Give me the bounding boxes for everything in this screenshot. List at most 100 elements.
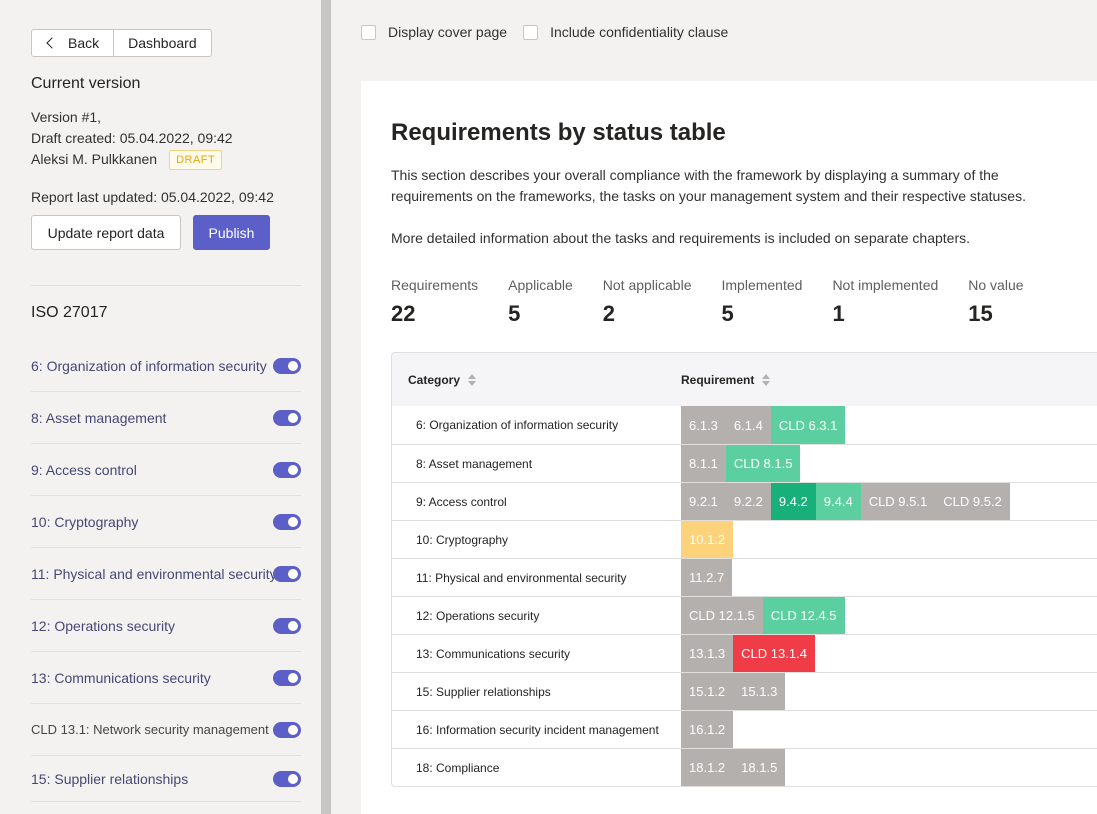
category-toggle-label: 10: Cryptography	[31, 513, 139, 530]
category-toggle-item[interactable]: 12: Operations security	[31, 600, 301, 652]
table-row: 16: Information security incident manage…	[392, 710, 1097, 748]
stat-label: Requirements	[391, 277, 479, 293]
stat-label: Not implemented	[832, 277, 939, 293]
category-toggle-label: 9: Access control	[31, 461, 137, 478]
requirement-column-header[interactable]: Requirement	[681, 372, 771, 387]
requirement-chip[interactable]: 15.1.3	[733, 673, 786, 710]
framework-title: ISO 27017	[31, 304, 108, 321]
category-toggle-switch[interactable]	[273, 357, 301, 374]
table-row: 10: Cryptography 10.1.2	[392, 520, 1097, 558]
category-cell: 15: Supplier relationships	[416, 684, 551, 699]
publish-button[interactable]: Publish	[193, 215, 270, 250]
requirement-cell: 15.1.2 15.1.3	[681, 673, 786, 710]
confidentiality-checkbox[interactable]: Include confidentiality clause	[523, 24, 728, 40]
requirement-cell: 8.1.1 CLD 8.1.5	[681, 445, 801, 482]
stat-label: Implemented	[721, 277, 803, 293]
requirement-cell: 6.1.3 6.1.4 CLD 6.3.1	[681, 406, 846, 444]
requirement-chip[interactable]: 10.1.2	[681, 521, 734, 558]
checkbox-box[interactable]	[523, 24, 539, 40]
category-toggle-item[interactable]: 13: Communications security	[31, 652, 301, 704]
category-toggle-item[interactable]: 8: Asset management	[31, 392, 301, 444]
draft-created-line: Draft created: 05.04.2022, 09:42	[31, 130, 233, 146]
category-cell: 12: Operations security	[416, 608, 540, 623]
requirement-chip[interactable]: 18.1.5	[733, 749, 786, 786]
category-toggle-label: 13: Communications security	[31, 669, 211, 686]
section-title: Requirements by status table	[391, 119, 726, 146]
main-content: Display cover page Include confidentiali…	[331, 0, 1097, 814]
table-row: 15: Supplier relationships 15.1.2 15.1.3	[392, 672, 1097, 710]
requirement-chip[interactable]: 9.4.4	[815, 483, 861, 520]
stat-item: Implemented 5	[722, 277, 803, 327]
category-toggle-switch[interactable]	[273, 409, 301, 426]
category-column-header[interactable]: Category	[392, 373, 681, 387]
category-toggle-item[interactable]: 9: Access control	[31, 444, 301, 496]
requirement-chip[interactable]: CLD 13.1.4	[733, 635, 815, 672]
category-toggle-switch[interactable]	[273, 617, 301, 634]
sort-icon[interactable]	[468, 373, 477, 386]
stat-label: Not applicable	[602, 277, 692, 293]
draft-badge: DRAFT	[169, 150, 223, 170]
requirement-chip[interactable]: CLD 12.1.5	[681, 597, 763, 634]
requirement-chip[interactable]: 9.2.2	[725, 483, 771, 520]
requirement-chip[interactable]: CLD 8.1.5	[725, 445, 801, 482]
section-description: This section describes your overall comp…	[391, 167, 1026, 204]
requirement-chip[interactable]: CLD 12.4.5	[762, 597, 845, 634]
category-cell: 13: Communications security	[416, 646, 571, 661]
table-row: 12: Operations security CLD 12.1.5 CLD 12.…	[392, 596, 1097, 634]
update-report-button[interactable]: Update report data	[31, 215, 181, 250]
requirement-chip[interactable]: 16.1.2	[681, 711, 734, 748]
table-row: 11: Physical and environmental security 1…	[392, 558, 1097, 596]
category-toggle-switch[interactable]	[273, 513, 301, 530]
category-cell: 18: Compliance	[416, 760, 500, 775]
stat-item: Not implemented 1	[832, 277, 938, 327]
sort-icon[interactable]	[762, 373, 771, 386]
table-row: 13: Communications security 13.1.3 CLD 13.…	[392, 634, 1097, 672]
back-button[interactable]: Back	[32, 30, 113, 56]
category-cell: 10: Cryptography	[416, 532, 509, 547]
cover-page-label: Display cover page	[388, 24, 508, 40]
requirement-chip[interactable]: 8.1.1	[681, 445, 726, 482]
requirement-chip[interactable]: CLD 6.3.1	[770, 406, 846, 444]
requirement-chip[interactable]: 6.1.4	[725, 406, 771, 444]
requirement-chip[interactable]: CLD 9.5.1	[860, 483, 936, 520]
requirement-cell: 13.1.3 CLD 13.1.4	[681, 635, 815, 672]
section-note: More detailed information about the task…	[391, 230, 971, 246]
requirements-table: Category Requirement 6: Organization of …	[391, 352, 1097, 787]
requirement-chip[interactable]: 9.4.2	[770, 483, 816, 520]
requirement-chip[interactable]: 9.2.1	[681, 483, 726, 520]
stat-value: 5	[721, 301, 734, 326]
dashboard-button[interactable]: Dashboard	[113, 30, 211, 56]
requirement-chip[interactable]: 6.1.3	[681, 406, 726, 444]
report-updated-line: Report last updated: 05.04.2022, 09:42	[31, 189, 274, 205]
category-toggle-item[interactable]: 15: Supplier relationships	[31, 756, 301, 802]
category-toggle-item[interactable]: 10: Cryptography	[31, 496, 301, 548]
requirement-chip[interactable]: CLD 9.5.2	[935, 483, 1010, 520]
requirement-header-label: Requirement	[681, 372, 755, 387]
category-toggle-switch[interactable]	[273, 669, 301, 686]
sidebar-scrollbar[interactable]	[321, 0, 331, 814]
table-row: 9: Access control 9.2.1 9.2.2 9.4.2 9.4.4 CLD…	[392, 482, 1097, 520]
category-header-label: Category	[408, 372, 461, 387]
stats-summary: Requirements 22 Applicable 5 Not applicable 2…	[391, 277, 1054, 327]
category-toggle-label: 11: Physical and environmental security	[31, 565, 277, 582]
requirement-chip[interactable]: 13.1.3	[681, 635, 734, 672]
category-toggle-switch[interactable]	[273, 461, 301, 478]
table-row: 18: Compliance 18.1.2 18.1.5	[392, 748, 1097, 786]
category-toggle-item[interactable]: 6: Organization of information security	[31, 340, 301, 392]
current-version-title: Current version	[31, 75, 141, 92]
category-cell: 8: Asset management	[416, 456, 533, 471]
category-toggle-switch[interactable]	[273, 721, 301, 738]
requirement-cell: 18.1.2 18.1.5	[681, 749, 786, 786]
category-toggle-item[interactable]: CLD 13.1: Network security management	[31, 704, 301, 756]
category-toggle-item[interactable]: 11: Physical and environmental security	[31, 548, 301, 600]
table-header: Category Requirement	[392, 353, 1097, 406]
cover-page-checkbox[interactable]: Display cover page	[361, 24, 507, 40]
stat-item: No value 15	[968, 277, 1023, 327]
requirement-chip[interactable]: 11.2.7	[681, 559, 733, 596]
category-toggle-switch[interactable]	[273, 565, 301, 582]
requirement-chip[interactable]: 18.1.2	[681, 749, 734, 786]
requirement-chip[interactable]: 15.1.2	[681, 673, 734, 710]
checkbox-box[interactable]	[361, 24, 376, 40]
category-toggle-switch[interactable]	[273, 770, 301, 787]
confidentiality-label: Include confidentiality clause	[550, 24, 729, 40]
